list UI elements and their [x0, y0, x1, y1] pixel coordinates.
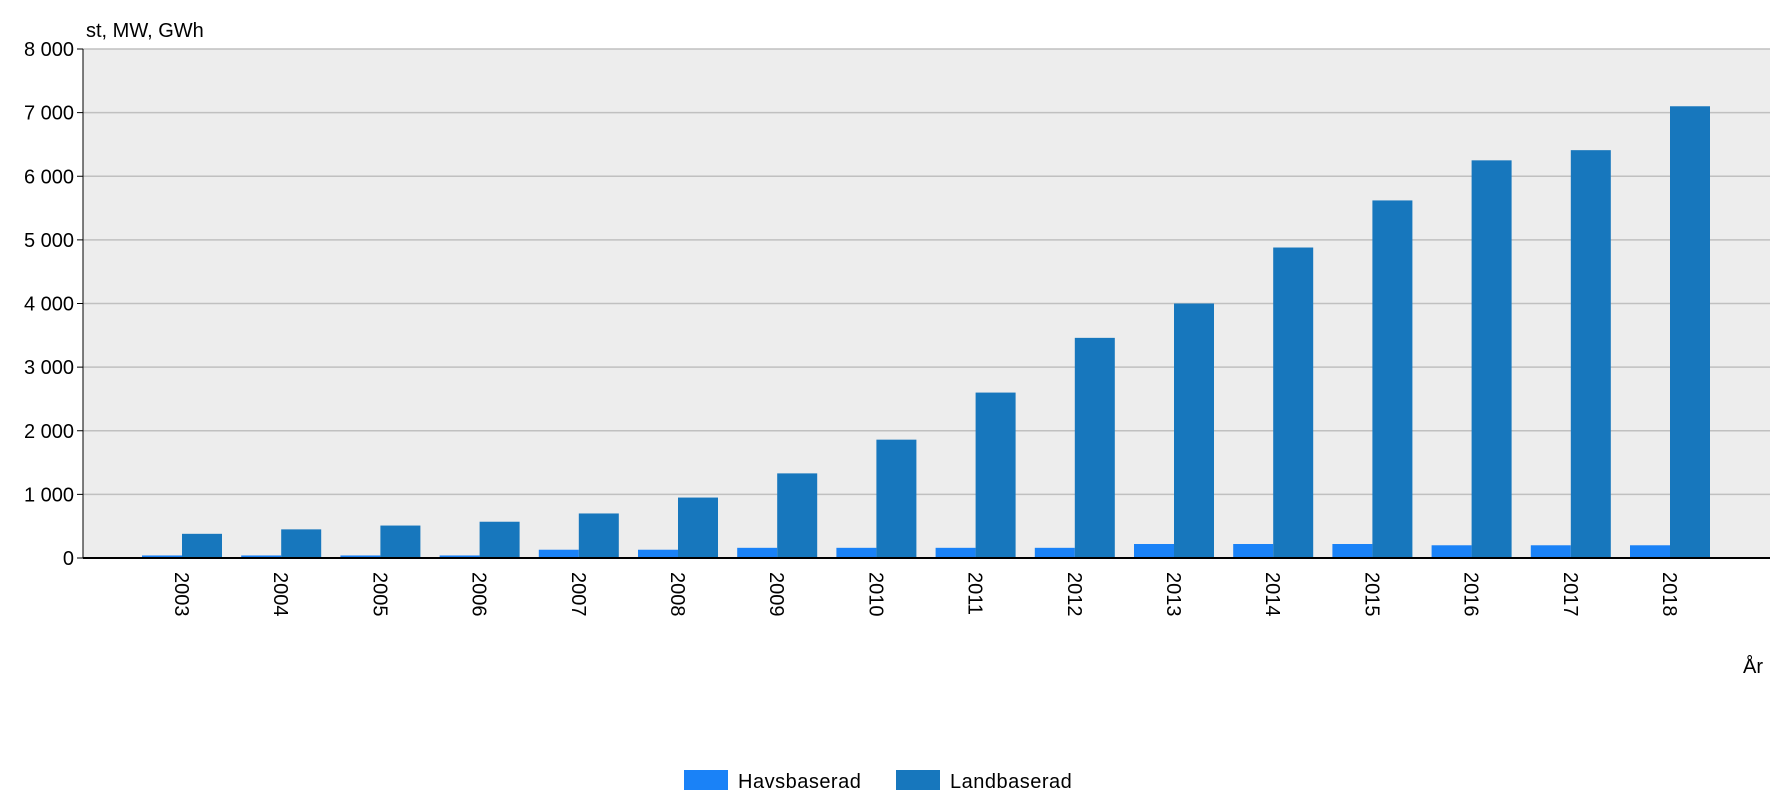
bar-landbaserad-2015	[1372, 200, 1413, 559]
x-tick-label: 2003	[170, 572, 192, 617]
bar-landbaserad-2006	[479, 521, 520, 558]
x-tick-label: 2013	[1162, 572, 1184, 617]
x-tick-label: 2015	[1360, 572, 1382, 617]
y-tick-label: 2 000	[24, 421, 74, 443]
legend-swatch-havsbaserad	[684, 770, 728, 790]
bar-landbaserad-2010	[876, 439, 917, 558]
x-axis-ticks: 2003 2004 2005 2006 2007 2008 2009 2010 2011 2012…	[170, 572, 1680, 617]
bar-havsbaserad-2011	[935, 547, 976, 558]
bar-havsbaserad-2005	[340, 555, 381, 558]
x-tick-label: 2017	[1559, 572, 1581, 617]
x-tick-label: 2012	[1063, 572, 1085, 617]
bar-havsbaserad-2004	[241, 555, 282, 558]
bar-landbaserad-2011	[975, 392, 1016, 558]
x-tick-label: 2007	[567, 572, 589, 617]
bar-landbaserad-2018	[1670, 106, 1710, 558]
bar-landbaserad-2013	[1174, 303, 1214, 558]
legend-swatch-landbaserad	[896, 770, 940, 790]
bar-landbaserad-2012	[1074, 337, 1115, 558]
y-tick-label: 1 000	[24, 484, 74, 506]
bar-havsbaserad-2010	[836, 547, 877, 558]
bar-havsbaserad-2008	[638, 549, 678, 558]
bar-havsbaserad-2016	[1431, 545, 1472, 558]
bar-havsbaserad-2018	[1630, 545, 1670, 558]
bar-havsbaserad-2015	[1332, 544, 1373, 558]
bar-landbaserad-2007	[578, 513, 619, 558]
legend: Havsbaserad Landbaserad	[684, 770, 1072, 793]
y-tick-label: 3 000	[24, 357, 74, 379]
bar-havsbaserad-2014	[1233, 544, 1274, 558]
x-tick-label: 2009	[765, 572, 787, 617]
y-tick-label: 8 000	[24, 39, 74, 61]
bar-havsbaserad-2009	[737, 547, 778, 558]
x-tick-label: 2010	[864, 572, 886, 617]
bar-havsbaserad-2013	[1134, 544, 1174, 558]
bar-havsbaserad-2006	[439, 555, 480, 558]
bar-havsbaserad-2003	[142, 555, 182, 558]
bar-landbaserad-2005	[380, 525, 421, 558]
x-tick-label: 2014	[1261, 572, 1283, 617]
y-axis-ticks: 0 1 000 2 000 3 000 4 000 5 000 6 000 7 000 8 00…	[24, 39, 83, 570]
bar-landbaserad-2014	[1273, 247, 1314, 558]
bar-landbaserad-2003	[182, 533, 222, 558]
bar-landbaserad-2016	[1471, 160, 1512, 558]
x-tick-label: 2016	[1460, 572, 1482, 617]
bars	[142, 106, 1710, 559]
bar-havsbaserad-2017	[1530, 545, 1571, 558]
x-tick-label: 2006	[468, 572, 490, 617]
y-axis-label: st, MW, GWh	[86, 20, 204, 42]
bar-landbaserad-2008	[678, 497, 718, 558]
x-tick-label: 2004	[269, 572, 291, 617]
x-tick-label: 2011	[964, 572, 986, 615]
x-tick-label: 2005	[368, 572, 390, 617]
y-tick-label: 5 000	[24, 230, 74, 252]
x-axis-label: År	[1743, 655, 1763, 678]
y-tick-label: 4 000	[24, 294, 74, 316]
bar-landbaserad-2017	[1570, 150, 1611, 558]
y-tick-label: 7 000	[24, 103, 74, 125]
legend-label-havsbaserad: Havsbaserad	[738, 771, 861, 793]
gridlines	[83, 48, 1770, 496]
bar-landbaserad-2009	[777, 473, 818, 558]
y-tick-label: 6 000	[24, 166, 74, 188]
bar-havsbaserad-2007	[538, 549, 579, 558]
bar-havsbaserad-2012	[1034, 547, 1075, 558]
legend-label-landbaserad: Landbaserad	[950, 771, 1072, 793]
x-tick-label: 2008	[666, 572, 688, 617]
bar-landbaserad-2004	[281, 529, 322, 558]
x-tick-label: 2018	[1658, 572, 1680, 617]
y-tick-label: 0	[63, 548, 74, 570]
